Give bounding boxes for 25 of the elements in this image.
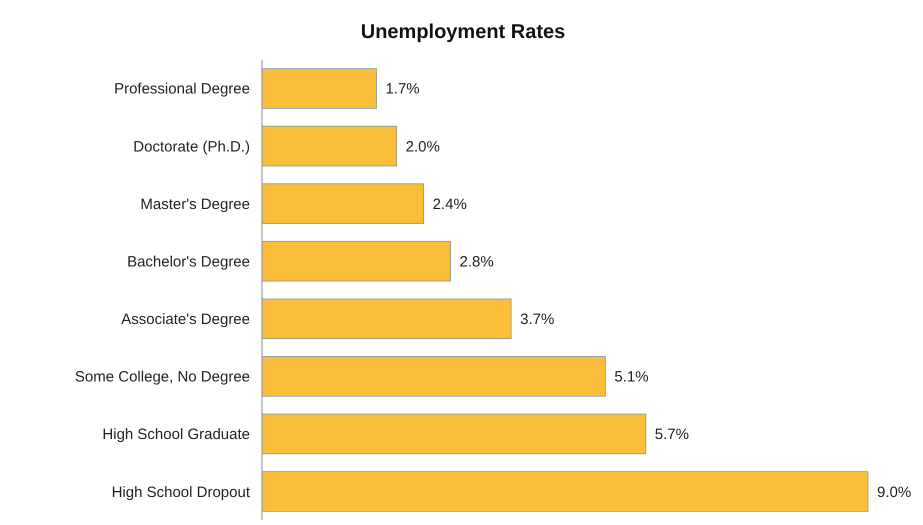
bar: [262, 414, 646, 454]
bar: [262, 68, 377, 109]
data-label: 2.0%: [406, 138, 440, 156]
data-label: 5.1%: [614, 368, 649, 386]
bar: [262, 471, 868, 512]
bar: [262, 183, 424, 224]
y-tick-label: Associate's Degree: [121, 311, 250, 328]
y-tick-label: High School Graduate: [102, 426, 250, 444]
y-tick-label: Professional Degree: [114, 80, 250, 98]
data-label: 2.8%: [460, 253, 494, 270]
y-tick-label: Master's Degree: [140, 196, 250, 213]
y-tick-label: Some College, No Degree: [74, 368, 250, 386]
bar: [262, 126, 398, 166]
data-label: 9.0%: [877, 484, 912, 501]
bar: [262, 240, 451, 282]
y-tick-label: Doctorate (Ph.D.): [133, 138, 250, 156]
y-tick-label: Bachelor's Degree: [127, 253, 250, 270]
data-label: 2.4%: [432, 196, 467, 213]
data-label: 5.7%: [654, 426, 690, 444]
bar: [262, 356, 606, 397]
y-tick-label: High School Dropout: [112, 484, 251, 501]
data-label: 3.7%: [520, 311, 554, 328]
chart-title: Unemployment Rates: [360, 21, 566, 43]
bar: [262, 298, 512, 340]
data-label: 1.7%: [385, 80, 420, 98]
